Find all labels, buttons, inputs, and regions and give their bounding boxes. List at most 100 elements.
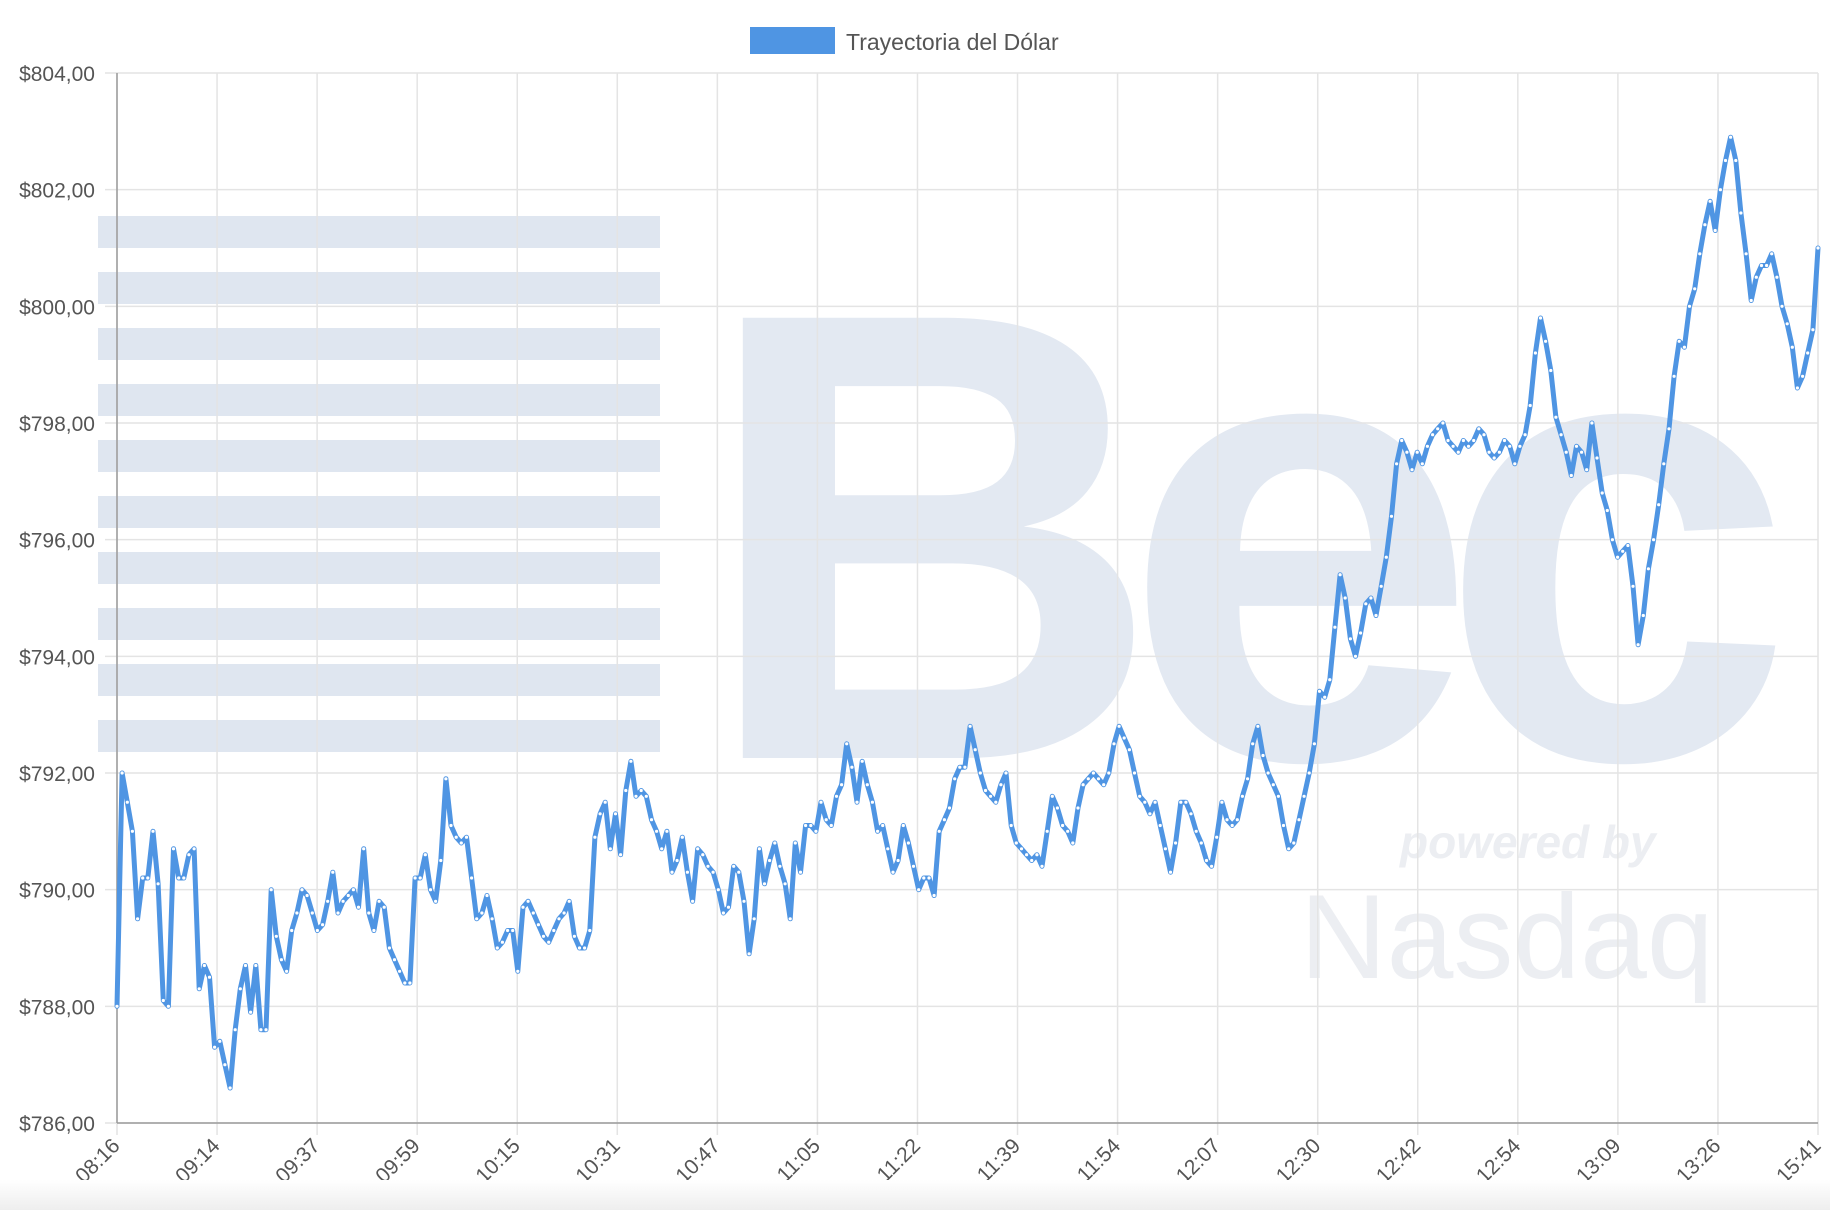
data-point[interactable] (613, 812, 618, 816)
data-point[interactable] (511, 928, 515, 933)
data-point[interactable] (1389, 514, 1394, 518)
data-point[interactable] (824, 818, 828, 822)
data-point[interactable] (1739, 211, 1743, 215)
data-point[interactable] (665, 829, 669, 833)
data-point[interactable] (151, 829, 155, 833)
data-point[interactable] (798, 870, 803, 874)
data-point[interactable] (1215, 835, 1219, 839)
data-point[interactable] (1754, 275, 1758, 279)
data-point[interactable] (1415, 450, 1419, 454)
data-point[interactable] (1487, 450, 1491, 454)
data-point[interactable] (1564, 450, 1568, 454)
data-point[interactable] (685, 870, 690, 874)
data-point[interactable] (166, 1004, 170, 1008)
data-point[interactable] (1708, 199, 1712, 203)
data-point[interactable] (228, 1086, 232, 1090)
data-point[interactable] (1718, 188, 1722, 192)
data-point[interactable] (1616, 555, 1620, 559)
data-point[interactable] (1482, 433, 1486, 437)
data-point[interactable] (1549, 368, 1553, 373)
data-point[interactable] (1343, 596, 1347, 600)
data-point[interactable] (1086, 777, 1090, 781)
data-point[interactable] (454, 835, 458, 839)
data-point[interactable] (1508, 444, 1512, 448)
data-point[interactable] (1317, 689, 1322, 693)
data-point[interactable] (1271, 783, 1275, 787)
data-point[interactable] (1281, 823, 1286, 828)
data-point[interactable] (1297, 818, 1301, 822)
data-point[interactable] (274, 934, 278, 938)
data-point[interactable] (521, 905, 525, 909)
data-point[interactable] (408, 981, 412, 985)
data-point[interactable] (768, 858, 772, 863)
data-point[interactable] (896, 858, 900, 863)
data-point[interactable] (269, 888, 273, 892)
data-point[interactable] (192, 847, 196, 851)
data-point[interactable] (742, 899, 746, 903)
data-point[interactable] (644, 794, 648, 798)
data-point[interactable] (1025, 853, 1029, 857)
data-point[interactable] (680, 835, 684, 839)
data-point[interactable] (1148, 812, 1152, 816)
data-point[interactable] (1631, 584, 1635, 588)
data-point[interactable] (506, 928, 510, 933)
data-point[interactable] (1662, 462, 1666, 466)
data-point[interactable] (788, 917, 792, 921)
data-point[interactable] (1333, 625, 1337, 629)
data-point[interactable] (377, 899, 381, 903)
data-point[interactable] (254, 963, 258, 968)
data-point[interactable] (1035, 853, 1039, 857)
data-point[interactable] (1251, 742, 1255, 746)
data-point[interactable] (331, 870, 335, 874)
data-point[interactable] (1143, 800, 1147, 804)
data-point[interactable] (1364, 602, 1368, 606)
data-point[interactable] (1091, 771, 1095, 775)
data-point[interactable] (1163, 847, 1167, 851)
data-point[interactable] (1261, 753, 1265, 758)
data-point[interactable] (238, 987, 242, 991)
data-point[interactable] (1528, 403, 1532, 408)
data-point[interactable] (619, 853, 623, 857)
data-point[interactable] (711, 870, 715, 874)
data-point[interactable] (125, 800, 129, 804)
data-point[interactable] (449, 823, 453, 828)
data-point[interactable] (1723, 158, 1728, 163)
data-point[interactable] (927, 876, 931, 880)
data-point[interactable] (1544, 339, 1548, 343)
data-point[interactable] (634, 794, 638, 798)
data-point[interactable] (834, 794, 839, 798)
data-point[interactable] (413, 876, 417, 880)
data-point[interactable] (259, 1028, 263, 1032)
data-point[interactable] (1497, 450, 1501, 454)
data-point[interactable] (526, 899, 530, 903)
data-point[interactable] (1431, 433, 1435, 437)
data-point[interactable] (1580, 450, 1584, 454)
data-point[interactable] (500, 940, 504, 944)
data-point[interactable] (1307, 771, 1311, 775)
data-point[interactable] (588, 928, 592, 933)
data-point[interactable] (1066, 829, 1070, 833)
data-point[interactable] (932, 893, 936, 898)
data-point[interactable] (1523, 433, 1527, 437)
data-point[interactable] (1729, 135, 1733, 139)
data-point[interactable] (290, 928, 294, 933)
data-point[interactable] (1107, 771, 1111, 775)
data-point[interactable] (547, 940, 551, 944)
data-point[interactable] (1775, 275, 1779, 279)
data-point[interactable] (202, 963, 206, 968)
data-point[interactable] (706, 864, 710, 868)
data-point[interactable] (1677, 339, 1681, 343)
data-point[interactable] (171, 847, 176, 851)
data-point[interactable] (1312, 742, 1316, 746)
data-point[interactable] (1698, 252, 1702, 256)
data-point[interactable] (1395, 462, 1399, 466)
data-point[interactable] (120, 771, 124, 775)
data-point[interactable] (1811, 328, 1815, 332)
data-point[interactable] (783, 882, 787, 886)
data-point[interactable] (901, 823, 905, 828)
data-point[interactable] (136, 917, 140, 921)
data-point[interactable] (603, 800, 607, 804)
data-point[interactable] (1004, 771, 1008, 775)
data-point[interactable] (362, 847, 366, 851)
data-point[interactable] (439, 858, 443, 863)
